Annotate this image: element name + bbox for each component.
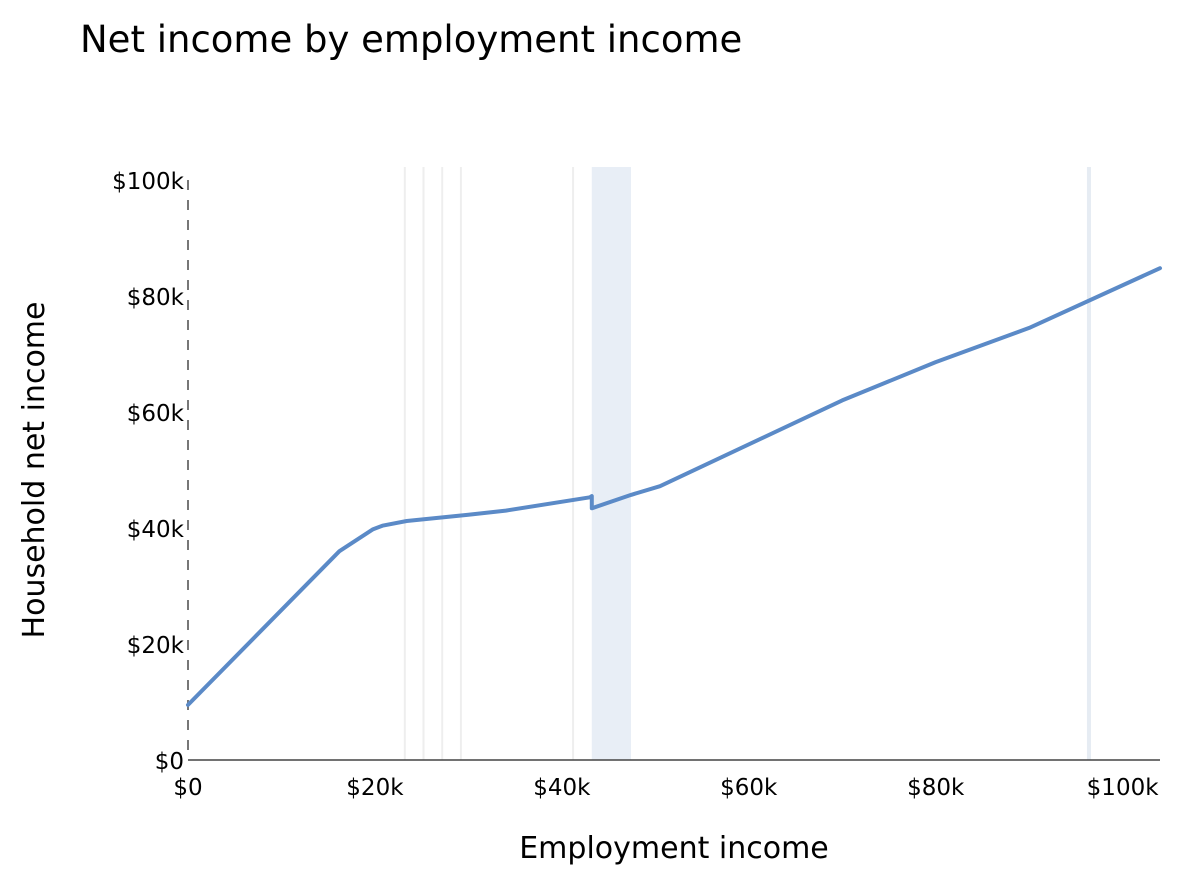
x-tick-label: $60k bbox=[720, 775, 778, 801]
background-annotations bbox=[403, 167, 1091, 760]
x-tick-label: $80k bbox=[907, 775, 965, 801]
net-income-line bbox=[186, 266, 1162, 707]
y-tick-label: $80k bbox=[127, 285, 185, 311]
axes bbox=[187, 180, 1160, 761]
x-tick-label: $20k bbox=[346, 775, 404, 801]
series-layer bbox=[186, 266, 1162, 707]
y-axis-title: Household net income bbox=[17, 302, 52, 639]
chart-title: Net income by employment income bbox=[80, 18, 743, 61]
y-tick-label: $100k bbox=[112, 169, 185, 195]
x-tick-label: $0 bbox=[173, 775, 202, 801]
tick-labels: $0 $20k $40k $60k $80k $100k $0 $20k $40k $60k $80… bbox=[112, 169, 1159, 801]
x-tick-label: $40k bbox=[533, 775, 591, 801]
y-tick-label: $40k bbox=[127, 517, 185, 543]
y-tick-label: $60k bbox=[127, 401, 185, 427]
x-tick-label: $100k bbox=[1087, 775, 1160, 801]
y-tick-label: $20k bbox=[127, 633, 185, 659]
y-tick-label: $0 bbox=[155, 749, 184, 775]
shaded-band bbox=[591, 167, 632, 760]
x-axis-title: Employment income bbox=[519, 831, 829, 866]
